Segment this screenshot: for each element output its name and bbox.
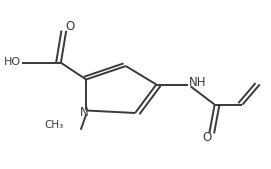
Text: HO: HO	[4, 57, 21, 67]
Text: CH₃: CH₃	[45, 120, 64, 130]
Text: N: N	[80, 106, 89, 119]
Text: O: O	[66, 20, 75, 33]
Text: NH: NH	[189, 76, 207, 89]
Text: O: O	[202, 131, 211, 144]
